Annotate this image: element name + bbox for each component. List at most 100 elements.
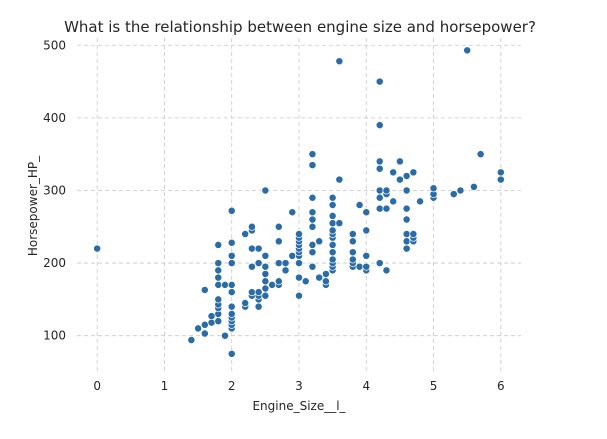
data-point — [308, 193, 317, 202]
data-point — [93, 244, 102, 253]
data-point — [348, 248, 357, 257]
data-point — [214, 280, 223, 289]
data-point — [295, 230, 303, 238]
y-tick-label: 200 — [43, 256, 66, 270]
data-point — [295, 259, 303, 268]
data-point — [200, 286, 209, 294]
data-point — [241, 230, 250, 238]
data-point — [362, 208, 371, 217]
data-point — [321, 270, 330, 278]
data-point — [247, 244, 256, 253]
data-point — [227, 206, 236, 215]
data-point — [295, 291, 303, 300]
data-point — [295, 273, 303, 282]
x-tick-label: 5 — [430, 379, 438, 393]
data-point — [221, 331, 229, 340]
data-point — [308, 208, 317, 217]
data-point — [308, 262, 317, 271]
data-point — [409, 230, 418, 238]
data-point — [227, 288, 236, 297]
data-point — [409, 168, 418, 177]
data-point — [395, 175, 404, 184]
data-point — [261, 262, 270, 271]
data-point — [328, 240, 337, 249]
data-point — [288, 208, 297, 217]
data-point — [449, 190, 458, 199]
data-point — [382, 186, 391, 195]
data-point — [254, 244, 263, 253]
data-point — [429, 184, 438, 193]
data-point — [315, 273, 324, 282]
y-tick-label: 100 — [43, 329, 66, 343]
data-point — [214, 266, 223, 275]
data-point — [496, 175, 505, 184]
data-point — [362, 226, 371, 235]
data-point — [348, 237, 357, 246]
data-point — [214, 317, 223, 326]
data-point — [382, 266, 391, 275]
data-point — [274, 222, 283, 231]
x-tick-label: 0 — [93, 379, 101, 393]
x-tick-label: 4 — [362, 379, 370, 393]
data-point — [308, 215, 317, 224]
data-point — [254, 259, 263, 268]
data-point — [200, 320, 209, 329]
x-tick-label: 1 — [161, 379, 169, 393]
data-point — [469, 182, 478, 191]
data-point — [261, 284, 270, 293]
data-point — [227, 259, 236, 268]
data-point — [247, 288, 256, 297]
data-point — [261, 277, 270, 286]
data-point — [402, 237, 411, 246]
data-point — [214, 295, 223, 304]
x-tick-label: 3 — [295, 379, 303, 393]
data-point — [321, 277, 330, 286]
data-point — [328, 219, 337, 228]
data-point — [274, 259, 283, 268]
data-point — [389, 168, 398, 177]
data-point — [207, 312, 216, 321]
data-point — [389, 197, 398, 206]
data-point — [261, 291, 270, 300]
data-point — [328, 226, 337, 235]
data-point — [348, 255, 357, 264]
data-point — [416, 197, 425, 206]
data-point — [328, 255, 337, 264]
data-point — [261, 270, 270, 278]
data-point — [402, 230, 411, 238]
data-point — [375, 164, 384, 173]
data-point — [362, 251, 371, 260]
data-point — [328, 248, 337, 257]
x-tick-label: 2 — [228, 379, 236, 393]
data-point — [247, 262, 256, 271]
data-point — [274, 237, 283, 246]
data-point — [395, 157, 404, 166]
data-point — [221, 280, 229, 289]
data-point — [328, 201, 337, 209]
data-point — [463, 46, 472, 55]
data-point — [274, 277, 283, 286]
data-point — [301, 277, 310, 286]
data-point — [200, 329, 209, 338]
data-point — [375, 204, 384, 213]
point-layer — [93, 46, 505, 358]
data-point — [315, 237, 324, 246]
data-point — [362, 262, 371, 271]
y-axis-label: Horsepower_HP_ — [26, 155, 40, 256]
data-point — [214, 259, 223, 268]
y-tick-label: 400 — [43, 111, 66, 125]
data-point — [254, 288, 263, 297]
data-point — [227, 309, 236, 318]
data-point — [227, 280, 236, 289]
x-axis-label: Engine_Size__l_ — [252, 399, 346, 413]
data-point — [382, 204, 391, 213]
data-point — [281, 259, 290, 268]
data-point — [456, 186, 465, 195]
data-point — [348, 230, 357, 238]
data-point — [402, 244, 411, 253]
data-point — [187, 336, 196, 345]
data-point — [355, 201, 364, 209]
data-point — [308, 150, 317, 159]
